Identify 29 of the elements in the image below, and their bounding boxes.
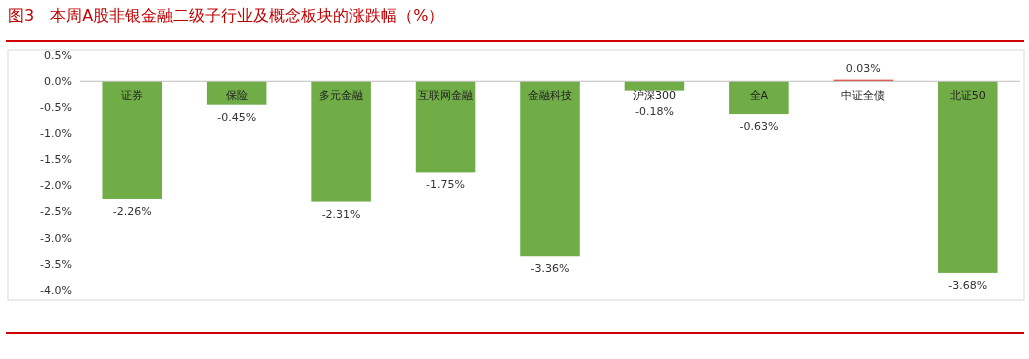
data-label: 0.03% [845,61,881,75]
x-tick-label: 多元金融 [319,89,364,103]
data-label: -0.18% [634,105,674,119]
x-tick-label: 沪深300 [632,89,676,103]
y-tick-label: -2.0% [40,179,72,193]
data-label: -3.36% [530,262,570,276]
y-tick-label: 0.5% [44,49,72,63]
y-tick-label: -3.5% [40,257,72,271]
data-label: -0.45% [217,110,257,124]
data-label: -1.75% [426,178,466,192]
y-tick-label: -4.0% [40,283,72,297]
x-tick-label: 互联网金融 [418,89,474,103]
y-tick-label: 0.0% [44,75,72,89]
y-tick-label: -2.5% [40,205,72,219]
data-label: -0.63% [739,120,779,134]
y-tick-label: -0.5% [40,101,72,115]
data-label: -2.31% [321,207,361,221]
x-tick-label: 北证50 [949,89,986,103]
x-tick-label: 全A [749,89,769,103]
y-tick-label: -3.0% [40,231,72,245]
chart-title: 图3 本周A股非银金融二级子行业及概念板块的涨跌幅（%） [8,6,445,27]
x-tick-label: 中证全债 [841,89,886,103]
y-tick-label: -1.0% [40,127,72,141]
x-tick-label: 金融科技 [528,89,572,103]
data-label: -2.26% [112,204,152,218]
x-tick-label: 保险 [225,89,248,103]
y-tick-label: -1.5% [40,153,72,167]
x-tick-label: 证券 [121,89,144,103]
data-label: -3.68% [948,278,988,292]
